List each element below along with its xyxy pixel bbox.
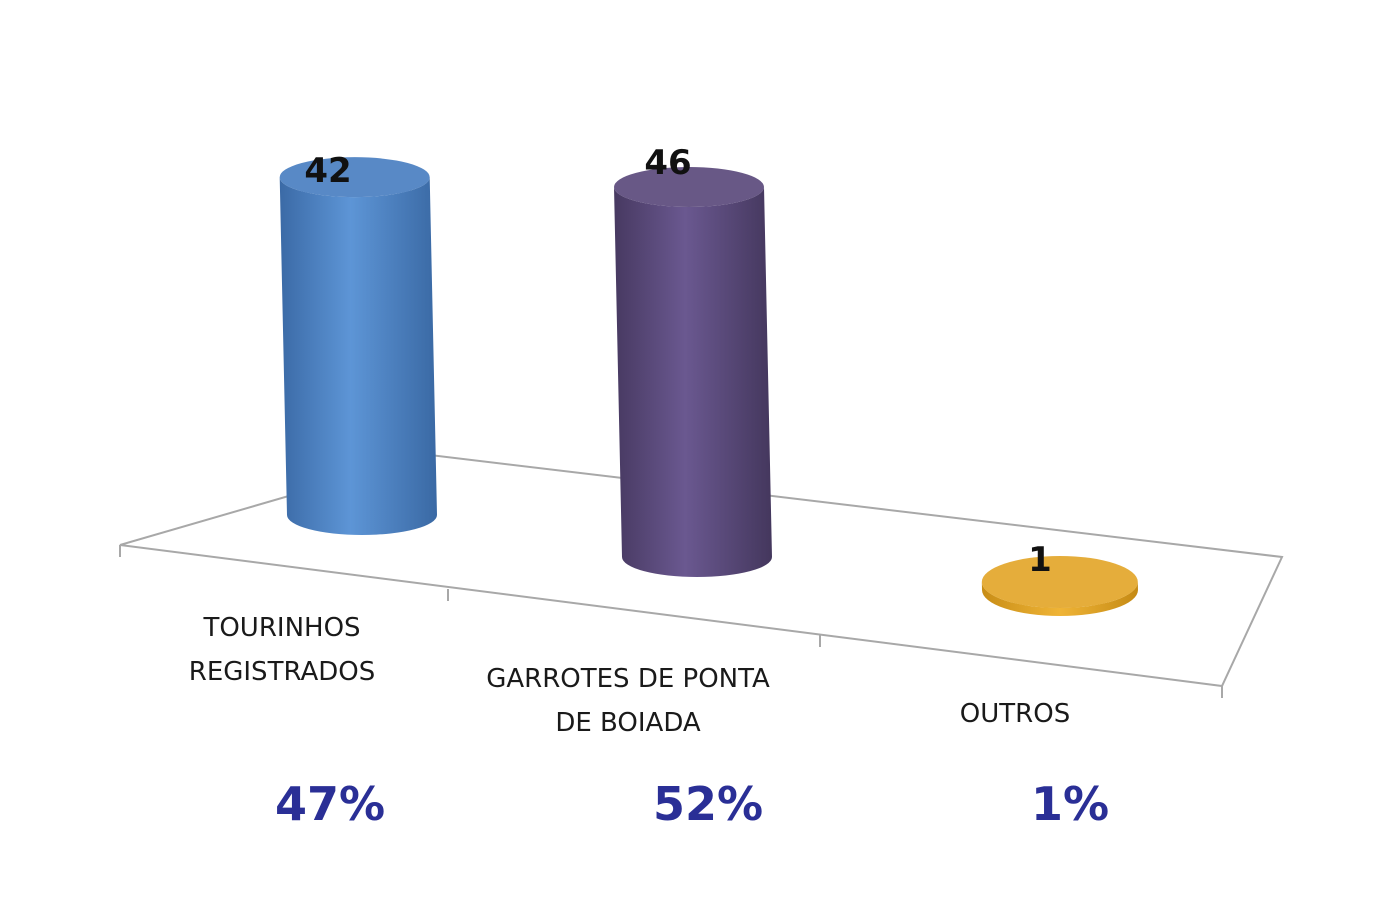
bar-top-0 [279,157,430,198]
percent-label-0: 47% [275,777,385,831]
category-label-0-line-1: TOURINHOS [202,613,360,643]
category-label-1-line-2: DE BOIADA [555,708,701,738]
category-label-0-line-2: REGISTRADOS [189,657,375,687]
bar-top-2 [981,555,1138,608]
value-label-0: 42 [304,151,351,191]
value-label-2: 1 [1028,540,1052,580]
percent-label-2: 1% [1031,777,1109,831]
bar-body-2 [981,581,1138,616]
percent-labels: 47% 52% 1% [275,777,1109,831]
bar-0 [279,157,437,535]
percent-label-1: 52% [653,777,763,831]
bar-body-0 [279,177,437,535]
bar-body-1 [614,187,772,577]
value-label-1: 46 [644,143,691,183]
category-labels: TOURINHOS REGISTRADOS GARROTES DE PONTA … [189,613,1070,738]
bar-2 [981,555,1138,616]
bars-group [279,157,1138,616]
value-labels: 42 46 1 [304,143,1052,580]
category-label-1-line-1: GARROTES DE PONTA [486,664,770,694]
category-label-2-line-1: OUTROS [960,699,1070,729]
bar-top-1 [614,167,764,207]
bar-1 [614,167,772,577]
